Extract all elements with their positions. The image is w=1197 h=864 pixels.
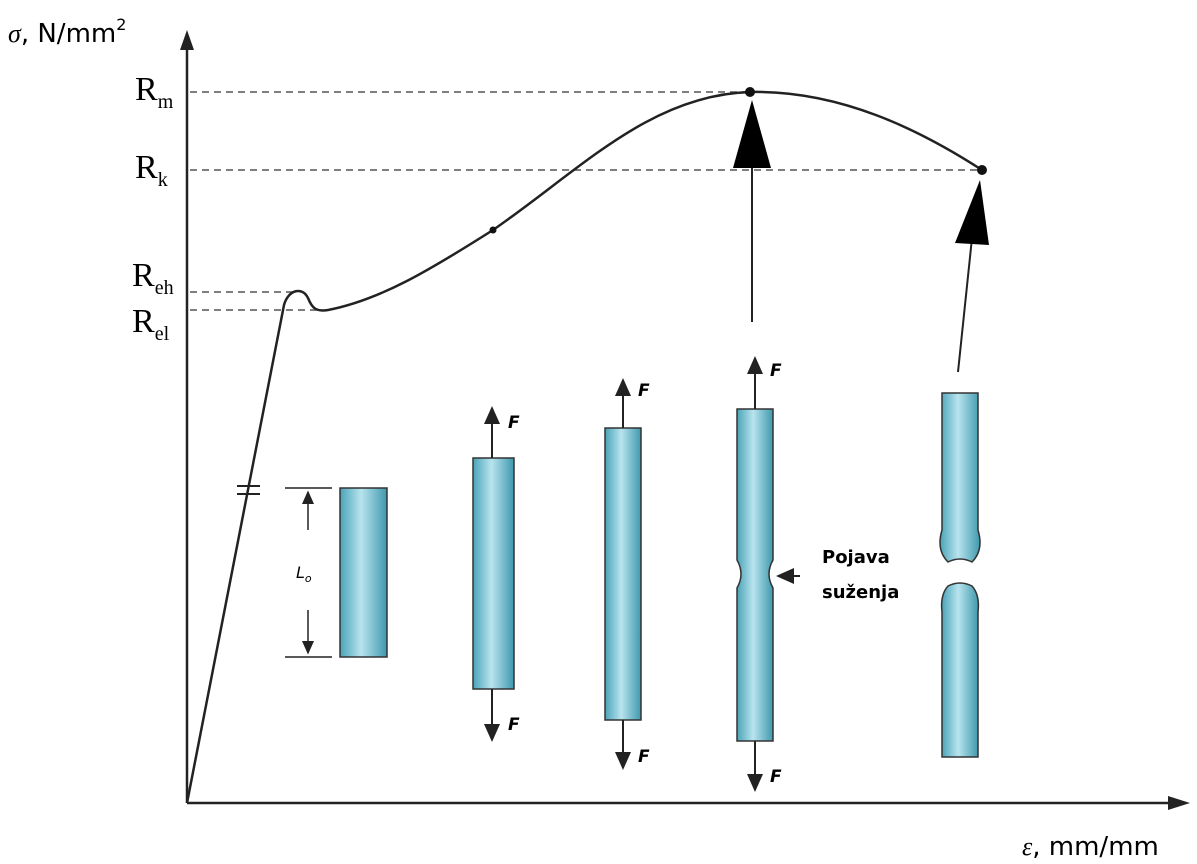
level-main: R xyxy=(132,303,155,340)
level-label: Rk xyxy=(135,149,168,191)
stress-strain-curve xyxy=(185,90,983,804)
level-label: Rel xyxy=(132,303,170,345)
level-sub: eh xyxy=(155,277,174,299)
y-unit-sup: 2 xyxy=(116,15,126,34)
necking-note: suženja xyxy=(822,582,899,603)
force-label: F xyxy=(770,361,782,381)
level-main: R xyxy=(132,257,155,294)
gauge-label: Lo xyxy=(296,563,312,585)
level-main: R xyxy=(135,71,158,108)
level-label: Reh xyxy=(132,257,174,299)
x-symbol: ε xyxy=(1022,832,1033,861)
force-arrows xyxy=(484,356,800,792)
gauge-main: L xyxy=(296,563,305,582)
force-label: F xyxy=(508,413,520,433)
necking-note: Pojava xyxy=(822,547,890,568)
level-lines xyxy=(190,91,982,311)
pointer-arrows xyxy=(733,100,989,373)
curve-points xyxy=(489,87,987,234)
force-label: F xyxy=(508,715,520,735)
level-main: R xyxy=(135,149,158,186)
gauge-sub: o xyxy=(305,572,312,585)
y-axis-label: σ, N/mm2 xyxy=(8,15,126,49)
force-label: F xyxy=(770,767,782,787)
axis-arrows xyxy=(180,30,1190,810)
level-sub: m xyxy=(158,91,174,113)
level-sub: k xyxy=(158,169,168,191)
level-sub: el xyxy=(155,323,170,345)
x-unit: , mm/mm xyxy=(1032,832,1159,862)
x-axis-label: ε, mm/mm xyxy=(1022,832,1159,862)
axes xyxy=(185,45,1170,805)
gauge-dimension xyxy=(285,487,332,658)
y-unit: , N/mm xyxy=(21,19,116,49)
specimens xyxy=(339,392,981,758)
force-label: F xyxy=(638,381,650,401)
force-label: F xyxy=(638,747,650,767)
break-mark xyxy=(237,485,260,495)
y-symbol: σ xyxy=(8,19,22,48)
level-label: Rm xyxy=(135,71,174,113)
